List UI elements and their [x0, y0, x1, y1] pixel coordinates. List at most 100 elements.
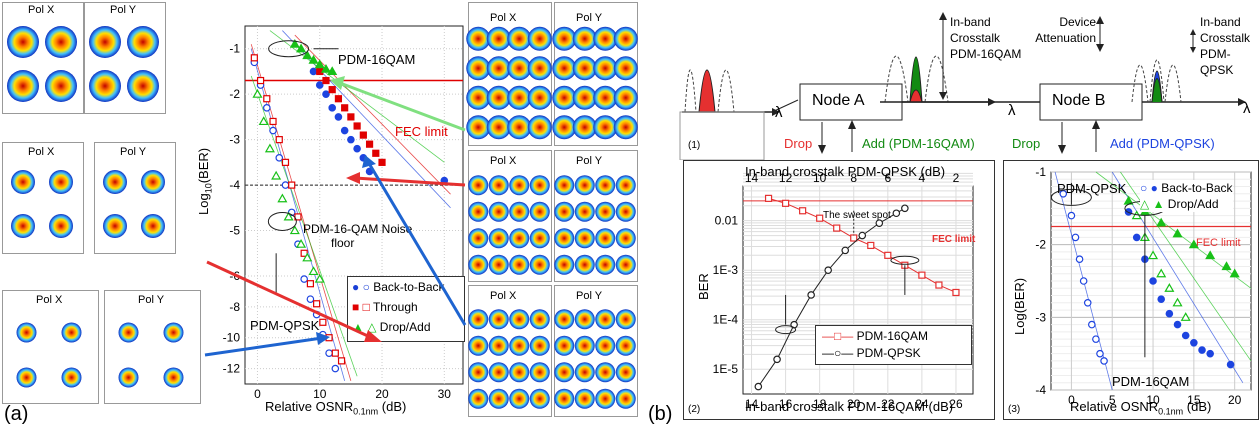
data-point: [263, 95, 271, 103]
data-point: [1206, 349, 1214, 358]
constellation-point: [529, 362, 550, 383]
constellation-point: [507, 56, 532, 81]
data-point: [1075, 255, 1084, 264]
x-tick-label: 14: [745, 397, 759, 411]
constellation-dots-left: [7, 26, 184, 388]
constellation-point: [507, 26, 532, 51]
inband-qpsk-label: In-band Crosstalk PDM-QPSK: [1200, 15, 1251, 77]
data-point: [328, 86, 336, 94]
constellation-point: [127, 70, 159, 102]
x-tick-label: 30: [438, 387, 452, 401]
data-point: [308, 54, 319, 64]
sweet-spot-label: The sweet spot: [823, 210, 891, 221]
constellation-drop-poly: [94, 142, 176, 254]
constellation-point: [613, 85, 638, 110]
legend-item: Drop/Add: [1167, 197, 1219, 211]
data-point: [1132, 233, 1141, 242]
data-point: [283, 211, 294, 221]
constellation-point: [486, 85, 511, 110]
y-tick-label: -10: [223, 331, 241, 345]
data-point: [754, 382, 763, 391]
data-point: [1172, 228, 1183, 238]
data-point: [264, 143, 275, 153]
arrows-a: [204, 76, 467, 357]
constellation-point: [468, 388, 489, 409]
constellation-point: [574, 335, 595, 356]
constellation-point: [613, 56, 638, 81]
constellation-point: [527, 26, 552, 51]
constellation-point: [488, 309, 509, 330]
x-tick-label: 15: [1187, 393, 1201, 407]
x-tick-label: 24: [915, 397, 929, 411]
annotation-ellipse: [267, 211, 297, 231]
data-point: [1079, 277, 1088, 285]
data-point: [306, 280, 315, 288]
constellation-point: [613, 115, 638, 140]
constellation-point: [574, 388, 595, 409]
data-point: [816, 214, 824, 222]
data-point: [1067, 211, 1076, 220]
spectrum-3: [1131, 59, 1182, 103]
data-point: [858, 231, 867, 240]
spectrum-2: [880, 55, 996, 106]
top-tick-label: 10: [813, 171, 827, 185]
constellation-point: [509, 175, 530, 196]
data-point: [1172, 297, 1183, 307]
network-schematic: [679, 12, 1246, 160]
constellation-point: [552, 56, 577, 81]
fit-line: [269, 30, 445, 163]
sub-label-1: (1): [688, 140, 701, 151]
constellation-point: [468, 201, 489, 222]
top-tick-label: 8: [850, 171, 857, 185]
x-tick-label: 20: [847, 397, 861, 411]
x-tick-label: 16: [779, 397, 793, 411]
spectrum-1: [679, 69, 780, 160]
constellation-point: [509, 388, 530, 409]
legend-a: ● ○ Back-to-Back ■ □ Through ▲ △ Drop/Ad…: [347, 276, 465, 342]
constellation-point: [529, 254, 550, 275]
data-point: [262, 104, 271, 112]
data-point: [781, 199, 790, 207]
device-attenuation-label: Device Attenuation: [1035, 15, 1096, 45]
constellation-point: [468, 254, 489, 275]
fec-limit-label-a: FEC limit: [395, 124, 448, 139]
y-tick-label: -4: [229, 178, 240, 192]
inband-16qam-label: In-band Crosstalk PDM-16QAM: [950, 15, 1022, 61]
label-pdm16qam-a: PDM-16QAM: [338, 52, 416, 67]
pol-x-label: Pol X: [490, 290, 517, 302]
constellation-point: [595, 175, 616, 196]
data-point: [308, 266, 319, 276]
fec-limit-label-3: FEC limit: [1196, 237, 1241, 249]
constellation-point: [488, 335, 509, 356]
data-point: [353, 144, 361, 153]
lambda-symbol: λ: [1243, 100, 1251, 117]
data-point: [269, 117, 277, 126]
pol-y-label: Pol Y: [576, 290, 603, 302]
constellation-point: [527, 85, 552, 110]
node-a-label: Node A: [812, 92, 865, 109]
constellation-point: [615, 175, 636, 196]
constellation-point: [615, 335, 636, 356]
y-tick-label: -4: [1035, 383, 1046, 397]
lambda-symbol: λ: [775, 104, 783, 121]
constellation-point: [554, 362, 575, 383]
constellation-point: [509, 254, 530, 275]
constellation-point: [509, 335, 530, 356]
fit-line: [282, 30, 451, 209]
constellation-point: [49, 214, 73, 238]
constellation-point: [61, 367, 82, 388]
constellation-point: [572, 115, 597, 140]
data-point: [296, 43, 307, 53]
constellation-point: [529, 228, 550, 249]
y-tick-label: 0.01: [715, 214, 739, 228]
constellation-point: [488, 175, 509, 196]
constellation-b2b-polx: [2, 290, 99, 404]
x-tick-label: 22: [881, 397, 895, 411]
constellation-point: [466, 115, 491, 140]
legend-item: Through: [372, 300, 418, 314]
constellation-point: [527, 115, 552, 140]
data-point: [331, 349, 339, 357]
y-tick-label: -3: [1035, 310, 1046, 324]
top-tick-label: 14: [745, 171, 759, 185]
y-tick-label: -1: [1035, 165, 1046, 179]
